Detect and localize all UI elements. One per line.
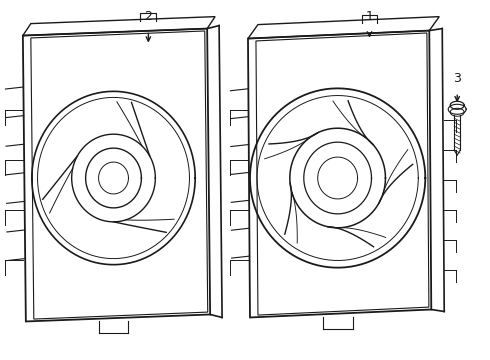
Text: 2: 2 [145, 10, 152, 23]
Text: 1: 1 [366, 10, 373, 23]
Text: 3: 3 [453, 72, 461, 85]
